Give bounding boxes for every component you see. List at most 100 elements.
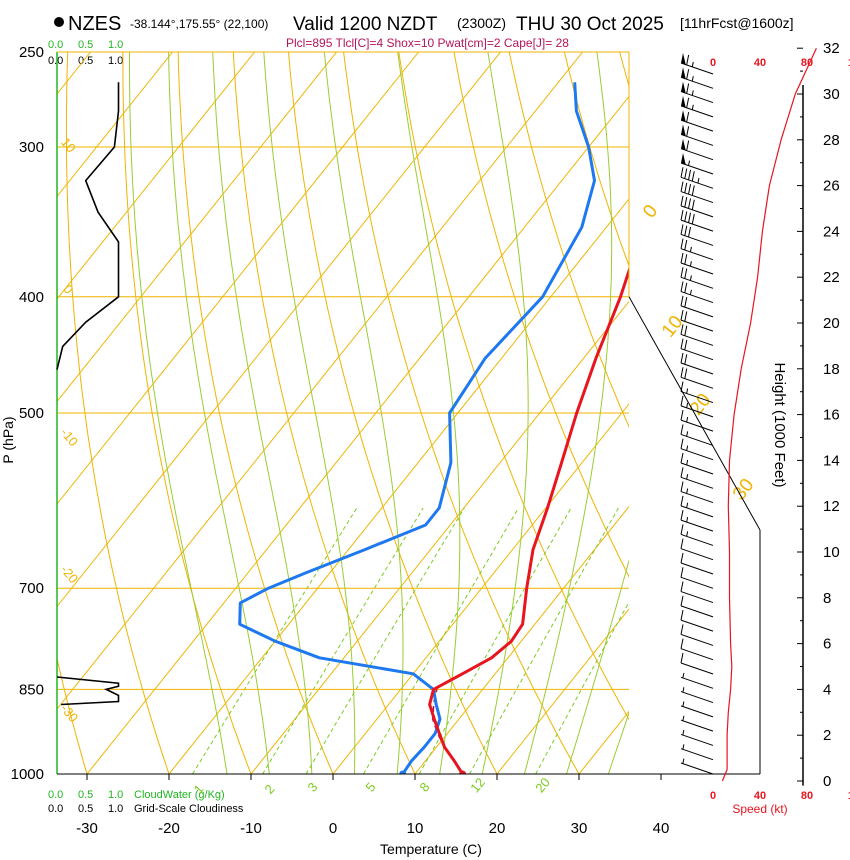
cloud-scale-bottom-green-0: 0.0 [48, 789, 63, 801]
wind-barb-staff [680, 505, 714, 518]
dry-adiabat-label: 0 [60, 282, 76, 297]
wind-barb-flag [680, 310, 684, 321]
wind-barb-flag [688, 212, 692, 223]
wind-barb [680, 715, 714, 732]
wind-barb-staff [680, 462, 714, 475]
wind-barb-staff [680, 719, 714, 732]
wind-barb-staff [680, 76, 714, 89]
dry-adiabat-line [619, 52, 629, 88]
wind-barb-flag [680, 567, 684, 578]
cloud-scale-top-black-2: 1.0 [108, 55, 123, 67]
wind-barb-staff [680, 219, 714, 232]
temperature-tick-label: -10 [240, 820, 262, 837]
wind-barb-staff [680, 148, 714, 161]
wind-barb [680, 524, 714, 546]
height-tick-label: 22 [823, 269, 840, 286]
valid-time: Valid 1200 NZDT [293, 14, 438, 35]
speed-tick-label-bottom: 40 [754, 790, 766, 802]
height-tick-label: 0 [823, 773, 831, 790]
dry-adiabat-line [122, 52, 252, 774]
mixing-ratio-label: 12 [467, 775, 488, 796]
cloud-scale-bottom-black-1: 0.5 [78, 803, 93, 815]
moist-adiabat-line [129, 52, 228, 774]
wind-barb-staff [680, 348, 714, 361]
wind-barb-half-flag [682, 744, 685, 750]
speed-axis-title: Speed (kt) [732, 802, 787, 816]
wind-barb-half-flag [688, 160, 691, 166]
wind-barb-flag [680, 538, 684, 549]
wind-barb-staff [680, 533, 714, 546]
wind-barb-pennant [681, 124, 686, 137]
wind-barb-half-flag [682, 715, 685, 721]
dry-adiabat-line [177, 52, 334, 774]
wind-barb [680, 224, 714, 246]
wind-barb-flag [684, 339, 688, 351]
wind-barb-staff [680, 333, 714, 346]
wind-barb [680, 552, 714, 575]
moist-adiabat-line [481, 52, 529, 774]
wind-barb [680, 567, 714, 589]
wind-barb-half-flag [697, 178, 700, 184]
wind-barb [680, 581, 714, 604]
cloud-scale-top: 0.0 0.5 1.0 0.0 0.5 1.0 [48, 39, 123, 67]
wind-barb-half-flag [691, 104, 694, 110]
wind-barb [680, 672, 714, 689]
height-tick-label: 14 [823, 452, 840, 469]
height-tick-label: 6 [823, 636, 831, 653]
wind-barb-half-flag [686, 502, 689, 508]
dry-adiabat-line [343, 52, 580, 774]
wind-barb-flag [688, 184, 692, 195]
wind-barb-staff [680, 491, 714, 504]
wind-barb-staff [680, 548, 714, 561]
wind-barb-flag [686, 69, 690, 80]
wind-barb [680, 352, 714, 375]
wind-barb [680, 638, 714, 661]
temperature-trace [428, 266, 629, 774]
wind-barb [680, 195, 714, 218]
moist-adiabat-line [607, 711, 629, 774]
dry-adiabat-line [398, 52, 629, 721]
wind-barb-flag [680, 281, 684, 292]
x-axis-title: Temperature (C) [380, 841, 482, 857]
wind-barb-flag [680, 638, 684, 649]
wind-barb-flag [686, 97, 690, 108]
temperature-tick-label: 10 [407, 820, 424, 837]
dry-adiabat-line [65, 52, 170, 774]
pressure-tick-label: 700 [19, 580, 44, 597]
wind-barb-flag [680, 395, 684, 406]
wind-barb-flag [680, 495, 684, 506]
speed-tick-label-top: 40 [754, 57, 766, 69]
mixing-ratio-line [418, 507, 572, 774]
wind-barb-flag [684, 225, 688, 236]
wind-barb [680, 367, 714, 389]
wind-barb-half-flag [689, 289, 692, 295]
pressure-tick-label: 250 [19, 44, 44, 61]
wind-barb-flag [680, 295, 684, 306]
wind-barb-flag [680, 595, 684, 606]
wind-barb-pennant [681, 81, 686, 94]
moist-adiabat-line [212, 52, 313, 774]
wind-barb-flag [680, 410, 684, 421]
wind-barb-flag [684, 168, 688, 179]
wind-barb [680, 624, 714, 646]
cloud-scale-bottom-green-1: 0.5 [78, 789, 93, 801]
height-tick-label: 20 [823, 315, 840, 332]
wind-barb-half-flag [682, 729, 685, 736]
wind-barb [680, 758, 714, 775]
moist-adiabat-line [168, 52, 270, 774]
moist-adiabat-line [323, 52, 404, 774]
mixing-ratio-label: 20 [532, 775, 553, 796]
speed-profile [721, 47, 817, 782]
cloud-scale-top-green-1: 0.5 [78, 39, 93, 51]
wind-barb-staff [680, 91, 714, 104]
isotherm-line [414, 505, 629, 774]
mixing-ratio-line [192, 507, 358, 774]
wind-barb-flag [691, 213, 695, 225]
height-tick-label: 12 [823, 498, 840, 515]
wind-barb-half-flag [691, 61, 694, 67]
wind-barb-half-flag [686, 488, 689, 494]
wind-barb-staff [680, 162, 714, 175]
height-axis-title: Height (1000 Feet) [771, 362, 788, 487]
height-tick-label: 26 [823, 178, 840, 195]
dry-adiabat-line [563, 52, 629, 268]
